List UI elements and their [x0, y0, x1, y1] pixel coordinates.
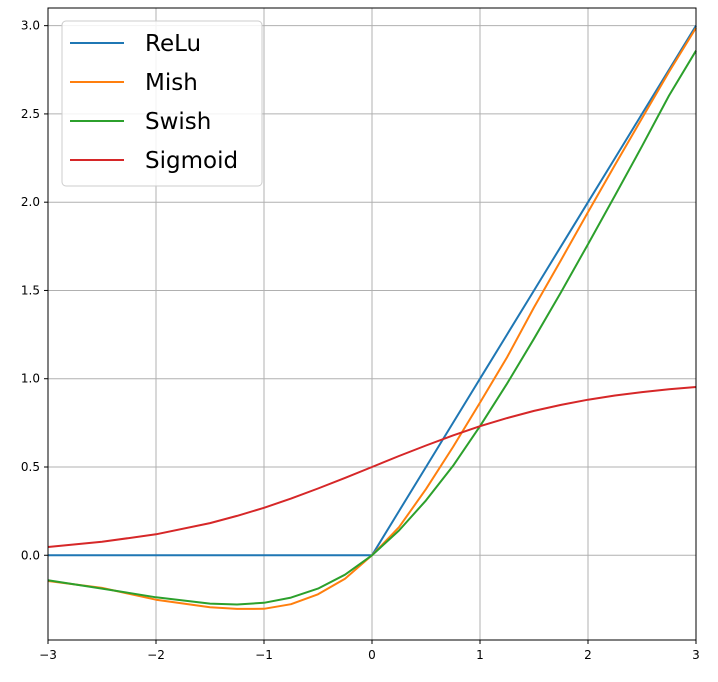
- axis-ticks: −3 −2 −1 0 1 2 3 0.0 0.5 1.0 1.5 2.0 2.5 3.0: [21, 19, 700, 662]
- y-tick-label: 1.0: [21, 372, 40, 386]
- y-tick-label: 2.5: [21, 107, 40, 121]
- y-tick-label: 3.0: [21, 19, 40, 33]
- legend-box: [61, 20, 263, 187]
- y-tick-label: 1.5: [21, 283, 40, 297]
- legend-label-sigmoid: Sigmoid: [145, 148, 238, 174]
- x-tick-label: 1: [476, 648, 484, 662]
- x-tick-label: −3: [39, 648, 57, 662]
- x-tick-label: 2: [584, 648, 592, 662]
- series-layer: [47, 25, 697, 610]
- x-tick-label: 3: [692, 648, 700, 662]
- y-tick-label: 0.5: [21, 460, 40, 474]
- x-tick-label: 0: [368, 648, 376, 662]
- series-line-mish: [47, 27, 697, 610]
- legend-label-mish: Mish: [145, 70, 198, 96]
- legend: ReLu Mish Swish Sigmoid: [61, 20, 263, 187]
- series-line-swish: [47, 50, 697, 606]
- x-tick-label: −1: [255, 648, 273, 662]
- legend-label-swish: Swish: [145, 109, 211, 135]
- y-tick-label: 0.0: [21, 548, 40, 562]
- x-tick-label: −2: [147, 648, 165, 662]
- legend-label-relu: ReLu: [145, 31, 201, 57]
- y-tick-label: 2.0: [21, 195, 40, 209]
- series-line-sigmoid: [47, 386, 697, 548]
- series-line-relu: [48, 25, 697, 557]
